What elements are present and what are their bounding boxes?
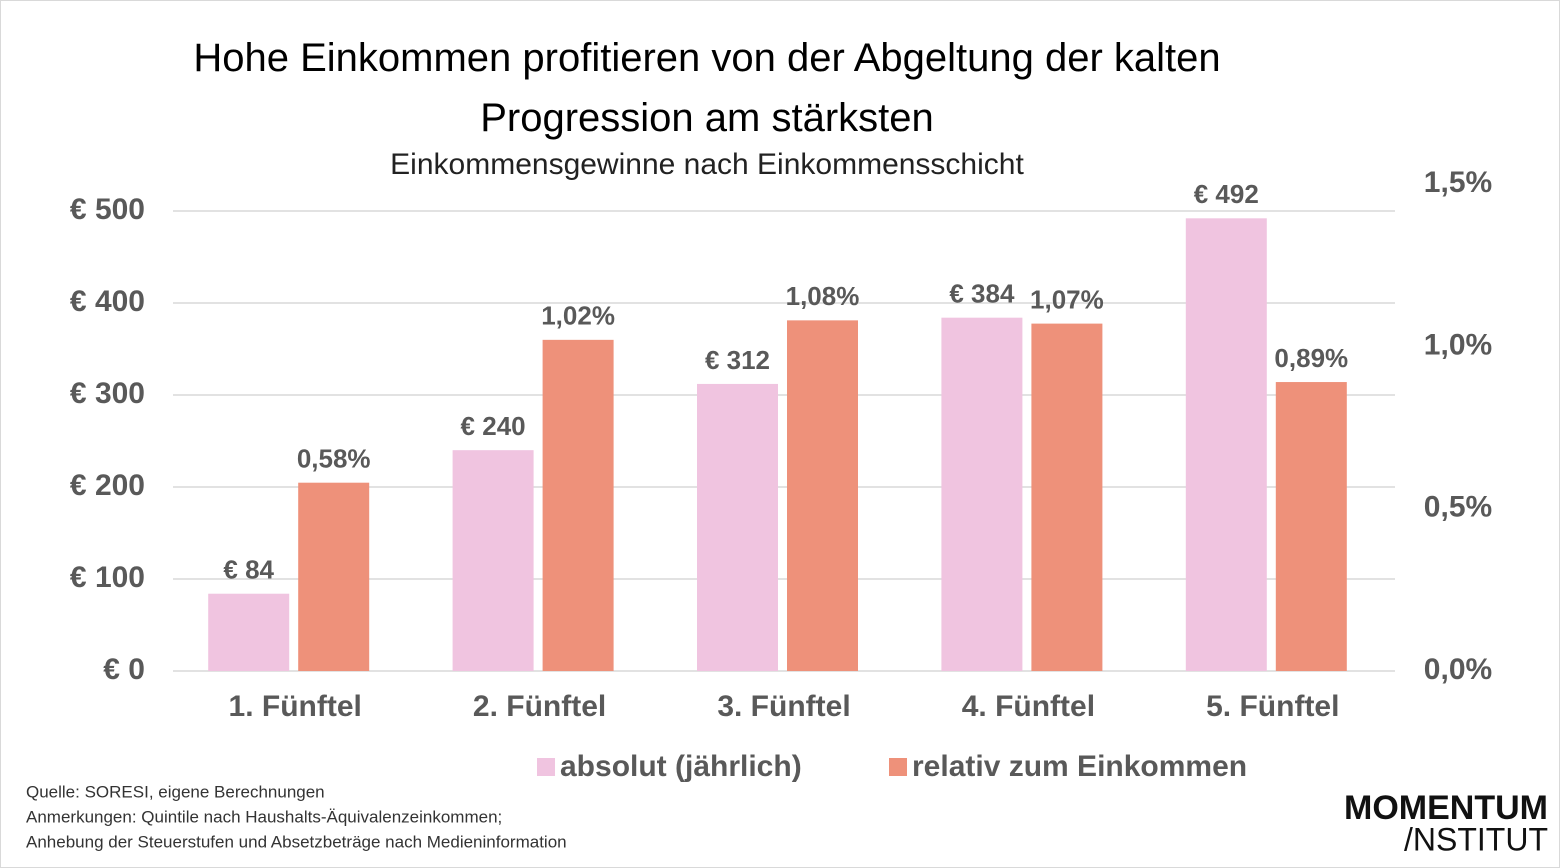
y-tick-label: € 300 xyxy=(70,377,145,410)
bar xyxy=(298,482,370,671)
x-tick-label: 3. Fünftel xyxy=(717,690,850,723)
bar xyxy=(542,339,614,671)
bar xyxy=(1031,323,1103,671)
bar xyxy=(208,593,290,671)
value-label: € 312 xyxy=(705,345,770,375)
x-tick-label: 1. Fünftel xyxy=(229,690,362,723)
note: Anmerkungen: Quintile nach Haushalts-Äqu… xyxy=(26,807,502,826)
legend-label: absolut (jährlich) xyxy=(560,750,802,783)
x-tick-label: 5. Fünftel xyxy=(1206,690,1339,723)
bar xyxy=(697,383,778,671)
value-label: € 384 xyxy=(949,279,1015,309)
y2-tick-label: 1,5% xyxy=(1424,166,1492,199)
value-label: 0,89% xyxy=(1274,343,1348,373)
y2-tick-label: 0,0% xyxy=(1424,653,1492,686)
y-tick-label: € 500 xyxy=(70,193,145,226)
y2-tick-label: 1,0% xyxy=(1424,328,1492,361)
bar xyxy=(1185,218,1267,672)
chart-title: Hohe Einkommen profitieren von der Abgel… xyxy=(193,36,1221,140)
bar xyxy=(452,450,534,671)
bar xyxy=(787,320,858,671)
value-label: 1,08% xyxy=(786,281,860,311)
value-label: € 84 xyxy=(223,555,274,585)
x-tick-label: 4. Fünftel xyxy=(962,690,1095,723)
y2-tick-label: 0,5% xyxy=(1424,491,1492,524)
value-label: € 240 xyxy=(461,411,526,441)
legend-label: relativ zum Einkommen xyxy=(912,750,1247,783)
value-label: 1,07% xyxy=(1030,284,1104,314)
subtitle: Einkommensgewinne nach Einkommensschicht xyxy=(390,148,1024,181)
bar xyxy=(941,317,1023,671)
note: Anhebung der Steuerstufen und Absetzbetr… xyxy=(26,832,567,851)
bar xyxy=(1275,382,1347,671)
value-label: € 492 xyxy=(1194,179,1259,209)
value-label: 1,02% xyxy=(541,301,615,331)
x-tick-label: 2. Fünftel xyxy=(473,690,606,723)
logo: /NSTITUT xyxy=(1404,821,1548,857)
y-tick-label: € 400 xyxy=(70,285,145,318)
legend-swatch xyxy=(889,758,907,776)
y-tick-label: € 200 xyxy=(70,469,145,502)
source: Quelle: SORESI, eigene Berechnungen xyxy=(26,782,325,801)
y-tick-label: € 0 xyxy=(103,653,145,686)
legend-swatch xyxy=(537,758,555,776)
logo: MOMENTUM xyxy=(1344,789,1548,827)
value-label: 0,58% xyxy=(297,444,371,474)
y-tick-label: € 100 xyxy=(70,561,145,594)
